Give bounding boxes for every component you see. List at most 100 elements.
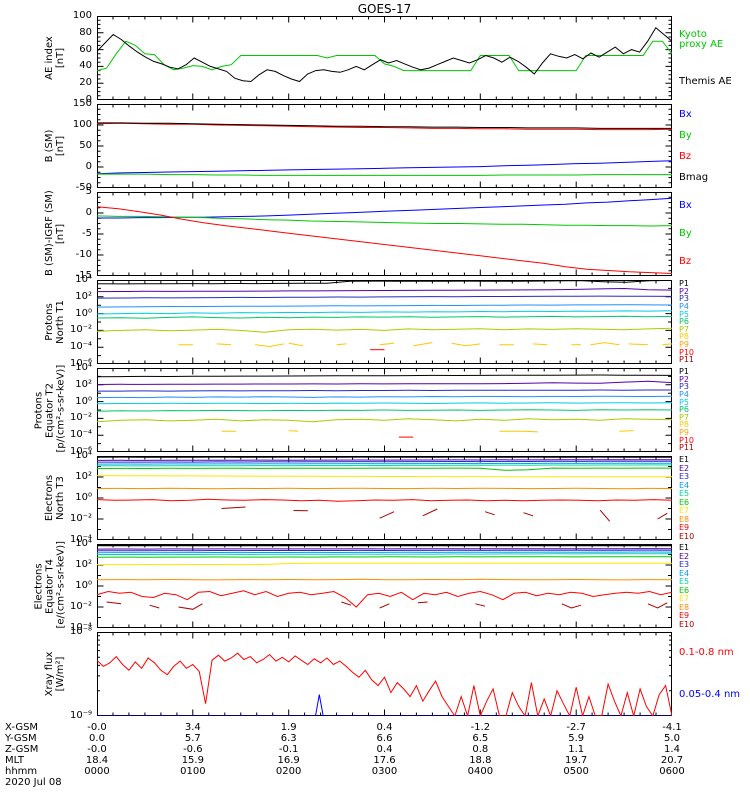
legend-item-e1: E1 — [679, 543, 690, 552]
legend-item-e3: E3 — [679, 472, 690, 481]
series-e8 — [97, 578, 672, 581]
plot-area — [97, 368, 672, 452]
legend-item-kyoto: Kyoto proxy AE — [679, 28, 724, 50]
legend-item-e8: E8 — [679, 514, 690, 524]
legend-item-p10: P10 — [679, 435, 695, 445]
plot-area — [97, 16, 672, 100]
series-p3 — [97, 389, 672, 392]
page-title: GOES-17 — [357, 2, 412, 16]
y-tick-label: 100 — [72, 10, 92, 21]
axis-value-hhmm: 0500 — [563, 766, 589, 777]
legend: 0.1-0.8 nm 0.05-0.4 nm — [679, 632, 750, 716]
axis-value-y-gsm: 6.5 — [472, 733, 489, 744]
legend-item-e2: E2 — [679, 463, 690, 473]
y-tick-label: 10⁻⁴ — [69, 622, 92, 633]
series-p2 — [97, 380, 672, 385]
legend-item-p11: P11 — [679, 355, 695, 365]
legend-item-p11: P11 — [679, 443, 695, 453]
y-tick-label: 10⁻⁶ — [69, 358, 92, 369]
legend-item-p9: P9 — [679, 340, 689, 350]
series-e7 — [97, 562, 672, 566]
axis-value-x-gsm: -4.1 — [662, 722, 682, 733]
axis-value-z-gsm: 0.8 — [472, 744, 489, 755]
plot-area — [97, 280, 672, 364]
axis-value-y-gsm: 6.6 — [376, 733, 393, 744]
legend-item-e7: E7 — [679, 506, 690, 515]
axis-value-hhmm: 0100 — [180, 766, 206, 777]
legend: E1 E2 E3 E4 E5 E6 E7 E8 E9 E10 — [679, 544, 750, 628]
y-tick-label: 10⁻⁴ — [69, 534, 92, 545]
axis-value-z-gsm: -0.0 — [87, 744, 107, 755]
axis-value-y-gsm: 6.3 — [280, 733, 297, 744]
legend-item-p4: P4 — [679, 389, 689, 399]
axis-value-x-gsm: -1.2 — [470, 722, 491, 733]
axis-value-z-gsm: -0.6 — [183, 744, 203, 755]
legend-item-0.1-0.8-nm: 0.1-0.8 nm — [679, 647, 734, 658]
axis-value-y-gsm: 5.9 — [568, 733, 585, 744]
y-tick-label: 10² — [75, 378, 92, 390]
series-p3 — [97, 295, 672, 299]
legend-item-bx: Bx — [679, 108, 692, 120]
series-p5 — [97, 402, 672, 405]
series-p4 — [97, 395, 672, 399]
series-e4 — [97, 462, 672, 465]
series-p7 — [97, 327, 672, 333]
y-tick-label: 20 — [79, 77, 92, 89]
series-p8 — [178, 342, 672, 348]
legend-item-e3: E3 — [679, 560, 690, 569]
y-tick-label: 10⁴ — [75, 362, 92, 373]
y-tick-label: 10⁰ — [75, 395, 92, 407]
axis-value-mlt: 18.4 — [85, 755, 109, 766]
legend-item-e7: E7 — [679, 594, 690, 603]
axis-value-hhmm: 0200 — [275, 766, 302, 777]
legend-item-bmag: Bmag — [679, 171, 709, 183]
legend-item-bz: Bz — [679, 256, 692, 267]
panel-electrons-north-t3: Electrons North T3 10⁴ 10² 10⁰ 10⁻² 10⁻⁴ E1 E2 E3… — [0, 450, 750, 545]
legend-item-e8: E8 — [679, 602, 690, 612]
legend-item-p8: P8 — [679, 332, 689, 342]
axis-row-label-y-gsm: Y-GSM — [5, 733, 37, 744]
series-e4 — [97, 551, 672, 554]
axis-value-x-gsm: 3.4 — [184, 722, 201, 733]
y-tick-label: 40 — [79, 60, 92, 72]
legend-item-themis-ae: Themis AE — [679, 75, 732, 87]
legend-item-p8: P8 — [679, 420, 689, 430]
legend-item-e5: E5 — [679, 577, 690, 586]
panel-protons-equator-t2: Protons Equator T2 [p/(cm²-s-sr-keV)] 10⁴ 10… — [0, 362, 750, 457]
y-tick-label: 10⁻⁸ — [69, 626, 92, 637]
legend-item-p5: P5 — [679, 309, 689, 319]
plot-area — [97, 632, 672, 716]
panel-b-sm: B (SM) [nT] -50 0 50 100 150 Bx By Bz Bmag — [0, 98, 750, 193]
series-e9 — [97, 590, 672, 608]
panel-b-sm-igrf: B (SM)-IGRF (SM) [nT] -15 -10 -5 0 5 Bx By Bz — [0, 186, 750, 281]
y-tick-label: 10⁻² — [69, 601, 92, 612]
series-by — [97, 215, 672, 227]
y-tick-label: 10⁻² — [69, 513, 92, 524]
y-tick-label: 10⁴ — [75, 450, 92, 461]
series-e8 — [97, 487, 672, 490]
legend-item-0.05-0.4-nm: 0.05-0.4 nm — [679, 689, 741, 700]
y-tick-label: 10⁰ — [75, 492, 92, 503]
y-tick-label: 10² — [75, 290, 92, 302]
legend-item-e10: E10 — [679, 619, 695, 629]
y-tick-label: 10⁴ — [75, 538, 92, 549]
series-0.05-0.4-nm — [97, 694, 672, 716]
axis-value-mlt: 19.7 — [565, 755, 588, 766]
axis-row-label-x-gsm: X-GSM — [5, 722, 39, 733]
y-tick-label: 10⁻² — [69, 324, 92, 336]
series-e3 — [97, 549, 672, 552]
y-tick-label: -5 — [82, 228, 92, 239]
series-e3 — [97, 460, 672, 463]
series-themis-ae — [97, 27, 672, 83]
legend: Bx By Bz — [679, 192, 750, 276]
y-tick-label: 150 — [72, 98, 92, 109]
axis-value-mlt: 17.6 — [373, 755, 396, 766]
legend-item-p5: P5 — [679, 397, 689, 407]
legend-item-bz: Bz — [679, 150, 692, 162]
legend-item-p1: P1 — [679, 367, 689, 376]
legend-item-p2: P2 — [679, 286, 689, 296]
legend-item-p7: P7 — [679, 324, 689, 334]
y-tick-label: 10⁰ — [75, 580, 92, 591]
series-by — [97, 173, 672, 176]
axis-row-label-hhmm: hhmm — [5, 766, 38, 777]
